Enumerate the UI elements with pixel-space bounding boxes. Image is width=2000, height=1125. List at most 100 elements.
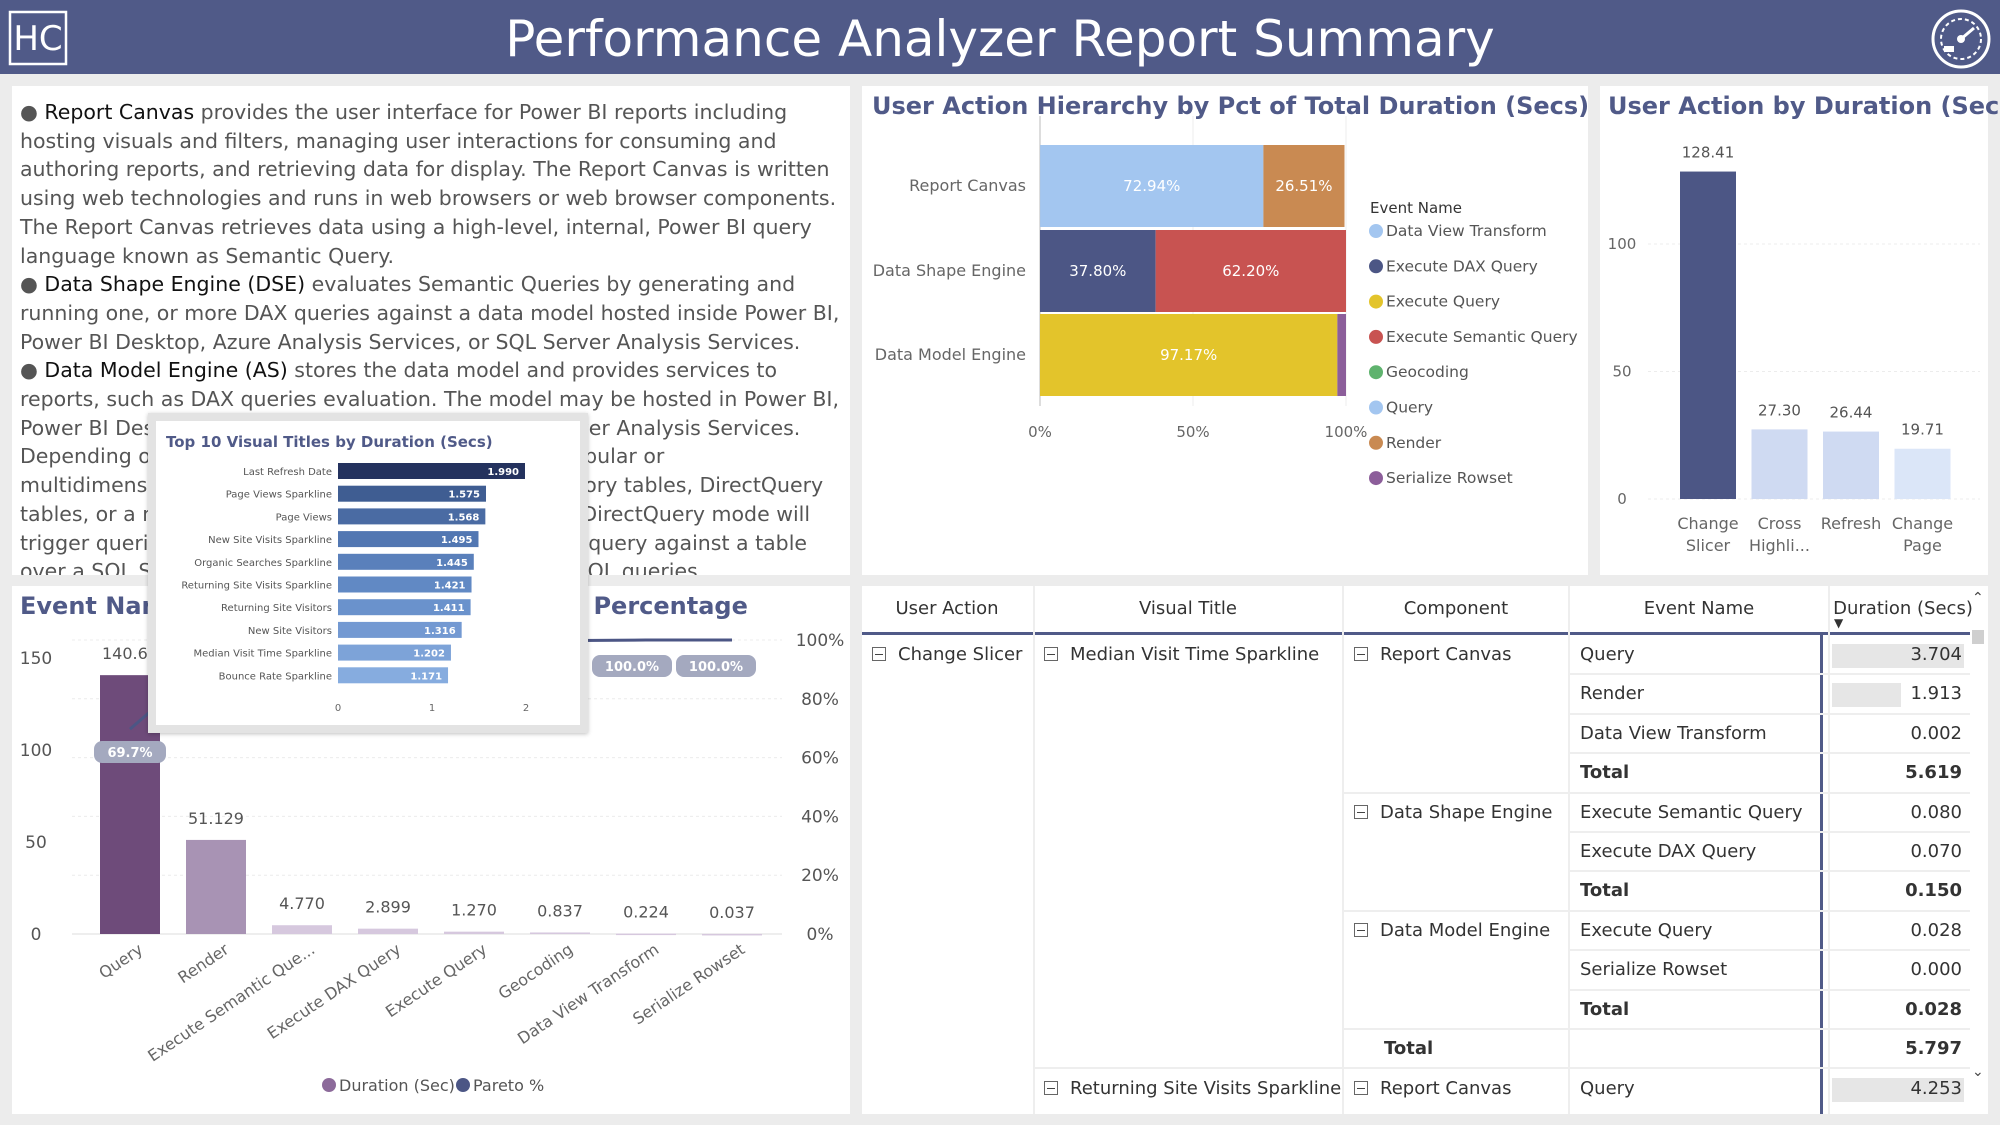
duration-matrix[interactable]: User Action Visual Title Component Event Na… bbox=[862, 586, 1988, 1114]
duration-bar[interactable] bbox=[1894, 448, 1951, 499]
hierarchy-x-tick: 50% bbox=[1176, 423, 1209, 441]
duration-bar[interactable] bbox=[1751, 429, 1808, 499]
pareto-bar[interactable] bbox=[186, 839, 246, 934]
collapse-toggle-icon[interactable] bbox=[1354, 804, 1368, 819]
collapse-toggle-icon[interactable] bbox=[1354, 647, 1368, 661]
collapse-toggle-icon[interactable] bbox=[1354, 922, 1368, 937]
matrix-subtotal-value: 0.028 bbox=[1905, 998, 1962, 1020]
hierarchy-category-label: Report Canvas bbox=[909, 176, 1026, 195]
matrix-subtotal-value: 0.150 bbox=[1905, 880, 1962, 902]
tooltip-x-tick: 2 bbox=[523, 703, 529, 714]
hierarchy-segment-label: 72.94% bbox=[1123, 177, 1180, 195]
sort-descending-icon[interactable]: ▼ bbox=[1834, 616, 1844, 630]
matrix-header[interactable]: Visual Title bbox=[1138, 598, 1238, 619]
hierarchy-segment[interactable] bbox=[1040, 230, 1156, 312]
duration-bar[interactable] bbox=[1680, 171, 1736, 499]
hierarchy-segment[interactable] bbox=[1040, 145, 1264, 227]
pareto-bar[interactable] bbox=[616, 933, 676, 936]
matrix-component[interactable]: Data Model Engine bbox=[1354, 920, 1550, 941]
matrix-header-border bbox=[862, 632, 1970, 635]
pareto-legend-item[interactable]: Pareto % bbox=[473, 1076, 544, 1095]
page-title: Performance Analyzer Report Summary bbox=[505, 10, 1495, 68]
tooltip-category-label: Returning Site Visitors bbox=[221, 603, 332, 614]
pareto-legend-item[interactable]: Duration (Sec) bbox=[339, 1076, 455, 1095]
matrix-component[interactable]: Data Shape Engine bbox=[1354, 802, 1552, 823]
hierarchy-legend-marker bbox=[1369, 294, 1383, 309]
pareto-chart[interactable]: 0 50 100 150 0% 20% 40% 60% 80% 100% 140.68 Query 51… bbox=[12, 586, 850, 1114]
pareto-bar[interactable] bbox=[702, 933, 762, 936]
duration-chart[interactable]: 0 50 100 128.41 Change Slicer 27.30 Cross Highli… bbox=[1600, 86, 1988, 575]
hierarchy-chart-title: User Action Hierarchy by Pct of Total Du… bbox=[872, 92, 1590, 120]
pareto-y2-tick: 40% bbox=[801, 807, 839, 827]
pareto-legend-marker bbox=[322, 1078, 336, 1092]
pareto-top-badge bbox=[592, 655, 672, 677]
speedometer-icon[interactable] bbox=[1930, 8, 1992, 70]
matrix-column-separator bbox=[1568, 586, 1570, 1114]
scroll-up-arrow[interactable]: ⌃ bbox=[1972, 590, 1984, 606]
matrix-header[interactable]: User Action bbox=[895, 598, 999, 619]
hierarchy-legend-item[interactable]: Query bbox=[1386, 399, 1433, 417]
pareto-data-label: 0.224 bbox=[623, 903, 669, 922]
duration-y-tick: 100 bbox=[1608, 235, 1637, 253]
matrix-header[interactable]: Component bbox=[1403, 598, 1509, 619]
hierarchy-chart[interactable]: 0% 50% 100% Report Canvas 72.94% 26.51% Data S… bbox=[862, 86, 1588, 575]
matrix-user-action[interactable]: Change Slicer bbox=[872, 644, 1022, 665]
tooltip-category-label: Page Views Sparkline bbox=[226, 490, 332, 501]
tooltip-bar bbox=[338, 463, 525, 479]
matrix-component[interactable]: Report Canvas bbox=[1354, 1078, 1511, 1099]
duration-bar[interactable] bbox=[1823, 431, 1879, 499]
top-visuals-chart: Last Refresh Date 1.990 Page Views Sparkli… bbox=[181, 463, 529, 714]
hierarchy-legend-item[interactable]: Render bbox=[1386, 434, 1442, 452]
duration-chart-panel: User Action by Duration (Sec) 0 50 100 128.… bbox=[1600, 86, 2000, 575]
pareto-top-badge bbox=[676, 655, 756, 677]
hierarchy-legend-item[interactable]: Execute Semantic Query bbox=[1386, 328, 1578, 346]
tooltip-category-label: Last Refresh Date bbox=[243, 467, 332, 478]
pareto-y-tick: 0 bbox=[31, 925, 42, 945]
matrix-header[interactable]: Duration (Secs) bbox=[1833, 598, 1973, 619]
collapse-toggle-icon[interactable] bbox=[872, 647, 886, 661]
matrix-row-divider bbox=[1344, 909, 1970, 912]
logo-text: HC bbox=[13, 19, 62, 59]
tooltip-data-label: 1.421 bbox=[434, 581, 466, 592]
matrix-visual-title[interactable]: Returning Site Visits Sparkline bbox=[1044, 1078, 1341, 1099]
tooltip-data-label: 1.411 bbox=[433, 603, 465, 614]
collapse-toggle-icon[interactable] bbox=[1044, 1081, 1058, 1096]
tooltip-bar bbox=[338, 644, 451, 661]
matrix-subtotal-value: 5.619 bbox=[1905, 762, 1962, 784]
hierarchy-legend-marker bbox=[1369, 224, 1383, 238]
matrix-row-divider bbox=[1570, 673, 1970, 676]
tooltip-bar bbox=[338, 621, 462, 638]
hierarchy-legend-item[interactable]: Serialize Rowset bbox=[1386, 469, 1513, 487]
hierarchy-segment[interactable] bbox=[1263, 145, 1345, 227]
hierarchy-segment[interactable] bbox=[1155, 230, 1346, 312]
matrix-row-divider bbox=[1570, 870, 1970, 873]
pareto-y2-tick: 100% bbox=[796, 631, 845, 651]
hierarchy-legend-item[interactable]: Geocoding bbox=[1386, 363, 1469, 381]
pareto-y-tick: 150 bbox=[20, 649, 52, 669]
hierarchy-segment[interactable] bbox=[1040, 314, 1338, 396]
hierarchy-legend-item[interactable]: Execute Query bbox=[1386, 293, 1500, 311]
matrix-event-name: Serialize Rowset bbox=[1580, 959, 1728, 981]
tooltip-bar bbox=[338, 576, 472, 593]
tooltip-category-label: New Site Visits Sparkline bbox=[208, 535, 332, 546]
pareto-bar[interactable] bbox=[358, 928, 418, 934]
scroll-down-arrow[interactable]: ⌄ bbox=[1972, 1064, 1984, 1080]
hierarchy-legend-marker bbox=[1369, 435, 1383, 450]
matrix-visual-title[interactable]: Median Visit Time Sparkline bbox=[1044, 644, 1319, 665]
pareto-bar[interactable] bbox=[444, 931, 504, 934]
pareto-bar[interactable] bbox=[272, 925, 332, 934]
hierarchy-segment[interactable] bbox=[1337, 314, 1346, 396]
collapse-toggle-icon[interactable] bbox=[1354, 1081, 1368, 1096]
tooltip-bar bbox=[338, 667, 449, 684]
matrix-duration-value: 0.080 bbox=[1910, 801, 1962, 823]
pareto-bar[interactable] bbox=[530, 932, 590, 934]
tooltip-data-label: 1.445 bbox=[436, 558, 468, 569]
hierarchy-legend-item[interactable]: Data View Transform bbox=[1386, 222, 1547, 240]
hierarchy-legend-item[interactable]: Execute DAX Query bbox=[1386, 257, 1538, 275]
collapse-toggle-icon[interactable] bbox=[1044, 647, 1058, 661]
scrollbar-thumb[interactable] bbox=[1972, 630, 1984, 644]
matrix-header[interactable]: Event Name bbox=[1643, 598, 1755, 619]
matrix-component[interactable]: Report Canvas bbox=[1354, 644, 1511, 665]
matrix-event-name: Execute Semantic Query bbox=[1580, 801, 1803, 823]
matrix-subtotal-label: Total bbox=[1580, 880, 1630, 902]
